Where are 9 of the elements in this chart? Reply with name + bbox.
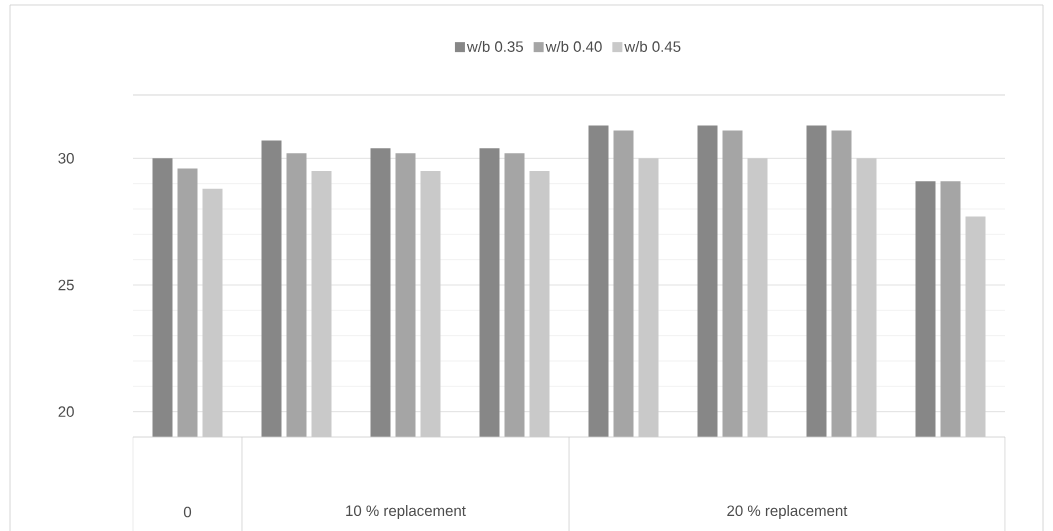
legend-label: w/b 0.35	[466, 40, 524, 52]
text: 10 % replacement	[346, 505, 466, 519]
text: 20 % replacement	[727, 505, 848, 519]
y-tick-label: 20	[58, 406, 74, 417]
y-tick-label: 25	[58, 279, 74, 291]
y-tick-label: 30	[58, 153, 74, 164]
legend-label: w/b 0.45	[624, 40, 681, 52]
legend-label: w/b 0.40	[545, 40, 602, 52]
text: 0	[183, 506, 192, 518]
